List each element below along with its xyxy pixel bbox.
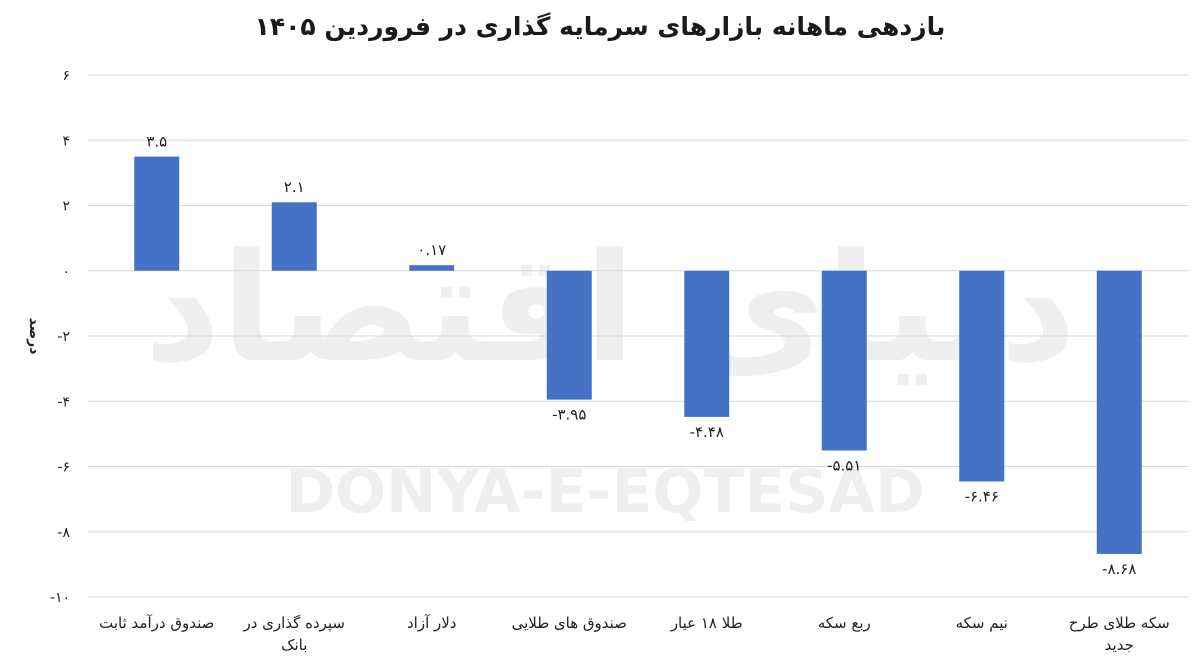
bar (1096, 270, 1142, 554)
data-labels: ۳.۵ ۲.۱ ۰.۱۷ -۳.۹۵ -۴.۴۸ -۵.۵۱ -۶.۴۶ -۸.۶۸ (146, 133, 1136, 578)
data-label: -۶.۴۶ (965, 488, 999, 506)
y-tick-label: -۸ (57, 525, 70, 541)
y-tick-label: -۱۰ (50, 590, 70, 606)
bar (271, 202, 317, 271)
y-tick-label: -۲ (57, 329, 70, 345)
data-label: -۵.۵۱ (827, 457, 861, 475)
x-axis: صندوق درآمد ثابت سپرده گذاری در بانک دلار آ… (99, 614, 1170, 654)
bar (684, 270, 730, 417)
gridlines (88, 74, 1188, 598)
data-label: -۸.۶۸ (1102, 560, 1136, 578)
bar (546, 270, 592, 400)
data-label: -۳.۹۵ (552, 406, 586, 424)
bar (409, 265, 455, 271)
bar (821, 270, 867, 451)
x-tick-label: صندوق های طلایی (512, 614, 627, 632)
data-label: ۲.۱ (284, 178, 305, 196)
chart-title: بازدهی ماهانه بازارهای سرمایه گذاری در ف… (254, 12, 946, 41)
x-tick-label: نیم سکه (956, 614, 1008, 632)
data-label: -۴.۴۸ (690, 423, 724, 441)
x-tick-label: ربع سکه (818, 614, 871, 632)
x-tick-label: دلار آزاد (407, 614, 457, 632)
y-tick-label: -۴ (57, 394, 70, 410)
bar (959, 270, 1005, 482)
bars (134, 156, 1142, 554)
y-tick-label: ۴ (62, 133, 70, 149)
watermark-latin: DONYA-E-EQTESAD (285, 457, 924, 527)
x-tick-label: طلا ۱۸ عیار (670, 614, 743, 632)
y-axis-label: درصد (26, 318, 42, 355)
y-tick-label: -۶ (57, 460, 70, 476)
y-tick-label: ۰ (62, 264, 70, 280)
data-label: ۰.۱۷ (417, 241, 446, 259)
bar (134, 156, 180, 271)
x-tick-label: صندوق درآمد ثابت (99, 614, 214, 632)
y-tick-label: ۶ (62, 68, 70, 84)
data-label: ۳.۵ (146, 133, 167, 151)
y-axis: ۶ ۴ ۲ ۰ -۲ -۴ -۶ -۸ -۱۰ (50, 68, 71, 606)
y-tick-label: ۲ (62, 199, 70, 215)
x-tick-label: سپرده گذاری در بانک (242, 614, 345, 654)
x-tick-label: سکه طلای طرح جدید (1069, 614, 1170, 654)
